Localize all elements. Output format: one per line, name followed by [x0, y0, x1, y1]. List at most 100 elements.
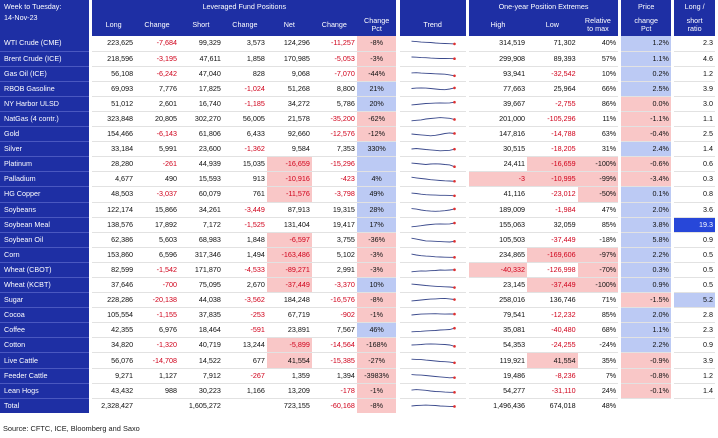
- change-pct-cell: -36%: [356, 232, 397, 248]
- long-cell: 154,466: [92, 126, 136, 143]
- price-change-cell: -0.8%: [621, 368, 671, 384]
- net-cell: -16,659: [266, 156, 312, 173]
- change-long-cell: -20,138: [135, 292, 179, 309]
- relative-to-max-cell: 10%: [577, 66, 619, 82]
- col-price-header: change Pct: [621, 14, 671, 36]
- long-short-ratio-cell: 3.9: [674, 352, 715, 369]
- change-long-cell: 5,603: [135, 232, 179, 248]
- instrument-name: Live Cattle: [0, 352, 89, 369]
- change-short-cell: 15,035: [222, 156, 267, 173]
- change-long-cell: 5,991: [135, 141, 179, 158]
- change-net-cell: 2,991: [311, 262, 357, 279]
- change-long-cell: -6,143: [135, 126, 179, 143]
- relative-to-max-cell: 66%: [577, 81, 619, 97]
- change-pct-cell: -3%: [356, 51, 397, 67]
- long-cell: 218,596: [92, 51, 136, 67]
- change-pct-cell: 46%: [356, 322, 397, 339]
- source-note: Source: CFTC, ICE, Bloomberg and Saxo: [3, 424, 140, 433]
- change-net-cell: 19,417: [311, 217, 357, 233]
- high-cell: 24,411: [468, 156, 528, 173]
- trend-sparkline: [411, 193, 456, 198]
- instrument-name: NatGas (4 contr.): [0, 111, 89, 128]
- sparkline-path: [411, 101, 455, 106]
- price-change-header-line-3: Pct: [641, 24, 652, 33]
- low-cell: -126,998: [527, 262, 578, 279]
- instrument-name: Feeder Cattle: [0, 368, 89, 384]
- long-short-ratio-cell: 2.3: [674, 36, 715, 52]
- low-cell: 41,554: [527, 352, 578, 369]
- instrument-name: Palladium: [0, 171, 89, 188]
- change-pct-cell: -8%: [356, 36, 397, 52]
- table-row: WTI Crude (CME) 223,625 -7,684 99,329 3,573 1…: [0, 36, 715, 52]
- change-net-cell: -15,296: [311, 156, 357, 173]
- net-cell: 13,209: [266, 383, 312, 399]
- change-net-cell: -7,070: [311, 66, 357, 82]
- trend-cell: [399, 307, 466, 324]
- net-cell: 131,404: [266, 217, 312, 233]
- extremes-group-header: One-year Position Extremes: [468, 0, 619, 14]
- change-pct-cell: -27%: [356, 352, 397, 369]
- change-net-cell: -423: [311, 171, 357, 188]
- short-cell: 61,806: [178, 126, 223, 143]
- table-row: Palladium 4,677 490 15,593 913 -10,916 -423 4% -…: [0, 171, 715, 188]
- long-short-ratio-cell: 3.6: [674, 201, 715, 218]
- long-cell: 69,093: [92, 81, 136, 97]
- net-cell: -6,597: [266, 232, 312, 248]
- trend-cell: [399, 352, 466, 369]
- instrument-name: Gold: [0, 126, 89, 143]
- sparkline-end-point: [452, 345, 456, 349]
- instrument-name: Sugar: [0, 292, 89, 309]
- sparkline-end-point: [452, 286, 456, 289]
- high-cell: 258,016: [468, 292, 528, 309]
- trend-cell: [399, 186, 466, 203]
- long-short-ratio-cell: 0.5: [674, 247, 715, 263]
- table-row: Gas Oil (ICE) 56,108 -6,242 47,040 828 9,068-…: [0, 66, 715, 82]
- change-net-cell: 3,755: [311, 232, 357, 248]
- sparkline-end-point: [452, 180, 456, 183]
- price-change-cell: 2.5%: [621, 81, 671, 97]
- short-cell: 99,329: [178, 36, 223, 52]
- low-cell: -32,542: [527, 66, 578, 82]
- table-row: Coffee 42,355 6,976 18,464 -591 23,891 7,567 46…: [0, 322, 715, 339]
- short-cell: 47,040: [178, 66, 223, 82]
- table-row: Sugar 228,286 -20,138 44,038 -3,562 184,248 -1…: [0, 292, 715, 309]
- trend-cell: [399, 247, 466, 263]
- long-short-ratio-cell: 0.9: [674, 337, 715, 354]
- instrument-name: NY Harbor ULSD: [0, 96, 89, 112]
- table-row: Live Cattle 56,076 -14,708 14,522 677 41,554-…: [0, 352, 715, 369]
- price-change-cell: 0.1%: [621, 186, 671, 203]
- trend-sparkline: [411, 177, 456, 183]
- trend-sparkline: [411, 358, 456, 364]
- change-net-cell: 7,567: [311, 322, 357, 339]
- sparkline-end-point: [452, 165, 456, 169]
- change-pct-cell: -1%: [356, 307, 397, 324]
- sparkline-end-point: [452, 194, 456, 198]
- trend-sparkline: [411, 86, 456, 90]
- long-short-ratio-cell: 0.6: [674, 156, 715, 173]
- table-row: Lean Hogs 43,432 988 30,223 1,166 13,209 -178-…: [0, 383, 715, 399]
- price-change-header-line-2: change: [634, 15, 658, 25]
- trend-cell: [399, 51, 466, 67]
- net-cell: 184,248: [266, 292, 312, 309]
- change-long-cell: [135, 397, 179, 414]
- net-cell: -89,271: [266, 262, 312, 279]
- trend-cell: [399, 383, 466, 399]
- sparkline-end-point: [452, 100, 456, 104]
- change-long-cell: -1,155: [135, 307, 179, 324]
- sparkline-end-point: [452, 375, 456, 379]
- high-cell: 30,515: [468, 141, 528, 158]
- change-pct-cell: -3%: [356, 262, 397, 279]
- table-row: Brent Crude (ICE) 218,596 -3,195 47,611 1,85…: [0, 51, 715, 67]
- short-cell: 17,825: [178, 81, 223, 97]
- low-cell: -2,755: [527, 96, 578, 112]
- trend-sparkline: [411, 237, 456, 243]
- relative-to-max-cell: 24%: [577, 383, 619, 399]
- change-net-cell: -3,370: [311, 277, 357, 294]
- trend-cell: [399, 232, 466, 248]
- net-cell: 723,155: [266, 397, 312, 414]
- table-row: Corn 153,860 6,596 317,346 1,494 -163,486 5,10…: [0, 247, 715, 263]
- high-cell: 35,081: [468, 322, 528, 339]
- relative-to-max-cell: 47%: [577, 201, 619, 218]
- table-row: Platinum 28,280 -261 44,939 15,035 -16,659 -15…: [0, 156, 715, 173]
- trend-cell: [399, 171, 466, 188]
